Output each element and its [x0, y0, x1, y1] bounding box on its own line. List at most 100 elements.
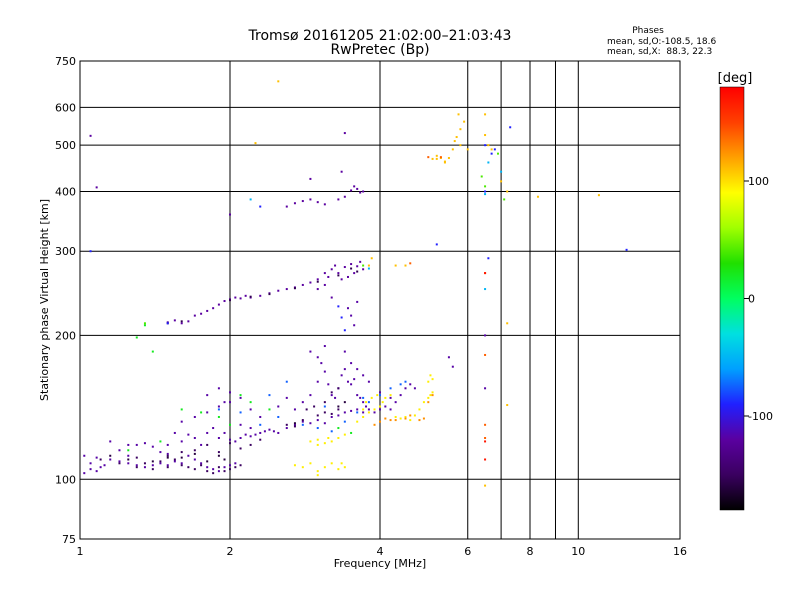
data-point	[239, 447, 242, 450]
data-point	[234, 466, 237, 469]
data-point	[503, 198, 506, 201]
data-point	[337, 272, 340, 275]
data-point	[293, 287, 296, 290]
data-point	[316, 278, 319, 281]
data-point	[350, 362, 353, 365]
data-point	[350, 267, 353, 270]
data-point	[484, 113, 487, 116]
data-point	[217, 451, 220, 454]
y-tick-label: 75	[62, 533, 76, 546]
data-point	[500, 170, 503, 173]
data-point	[370, 396, 373, 399]
data-point	[193, 458, 196, 461]
data-point	[89, 134, 92, 137]
y-tick-label: 200	[55, 329, 76, 342]
data-point	[249, 295, 252, 298]
data-point	[429, 394, 432, 397]
data-point	[244, 294, 247, 297]
data-point	[484, 185, 487, 188]
data-point	[83, 472, 86, 475]
data-point	[346, 380, 349, 383]
data-point	[346, 307, 349, 310]
data-point	[316, 201, 319, 204]
data-point	[83, 454, 86, 457]
data-point	[316, 414, 319, 417]
data-point	[330, 412, 333, 415]
data-point	[340, 316, 343, 319]
data-point	[409, 414, 412, 417]
data-point	[337, 274, 340, 277]
colorbar-gradient	[719, 86, 745, 511]
data-point	[316, 288, 319, 291]
data-point	[356, 300, 359, 303]
data-point	[193, 415, 196, 418]
data-point	[484, 288, 487, 291]
data-point	[301, 466, 304, 469]
data-point	[484, 144, 487, 147]
data-point	[359, 191, 362, 194]
data-point	[384, 396, 387, 399]
data-point	[249, 427, 252, 430]
data-point	[427, 380, 430, 383]
data-point	[409, 383, 412, 386]
data-point	[379, 394, 381, 397]
y-axis-label: Stationary phase Virtual Height [km]	[38, 199, 51, 401]
x-tick-label: 16	[673, 545, 687, 558]
data-point	[431, 157, 434, 160]
data-point	[435, 157, 438, 160]
data-point	[89, 462, 92, 465]
data-point	[323, 442, 326, 445]
x-tick-label: 10	[571, 545, 585, 558]
data-point	[459, 128, 462, 131]
data-point	[362, 264, 365, 267]
data-point	[447, 356, 450, 359]
data-point	[365, 405, 368, 408]
data-point	[389, 419, 392, 422]
data-point	[166, 443, 169, 446]
data-point	[263, 430, 266, 433]
data-point	[254, 142, 257, 145]
data-point	[143, 322, 146, 325]
data-point	[337, 408, 340, 411]
data-point	[487, 144, 490, 147]
data-point	[327, 275, 330, 278]
data-point	[200, 443, 203, 446]
data-point	[356, 411, 359, 414]
data-point	[362, 401, 365, 404]
data-point	[249, 443, 252, 446]
data-point	[350, 189, 353, 192]
data-point	[259, 431, 262, 434]
data-point	[229, 464, 231, 467]
data-point	[166, 322, 169, 325]
colorbar-tick-label: 0	[748, 293, 755, 306]
data-point	[99, 458, 102, 461]
data-point	[484, 353, 487, 356]
data-point	[404, 387, 407, 390]
data-point	[484, 193, 487, 196]
data-point	[379, 408, 381, 411]
data-point	[173, 431, 176, 434]
data-point	[356, 394, 359, 397]
data-point	[285, 288, 288, 291]
data-point	[217, 387, 220, 390]
data-point	[249, 401, 252, 404]
colorbar: [deg] 100 0 -100	[718, 71, 773, 511]
data-point	[206, 309, 209, 312]
data-point	[362, 268, 365, 271]
data-point	[320, 362, 323, 365]
data-point	[316, 356, 319, 359]
data-point	[95, 186, 98, 189]
data-point	[268, 394, 271, 397]
data-point	[327, 383, 330, 386]
data-point	[293, 422, 296, 425]
data-point	[173, 458, 176, 461]
data-point	[323, 370, 326, 373]
data-point	[193, 468, 196, 471]
data-point	[422, 401, 425, 404]
data-point	[173, 460, 176, 463]
data-point	[431, 391, 434, 394]
data-point	[151, 460, 154, 463]
data-point	[187, 320, 190, 323]
data-point	[180, 456, 183, 459]
data-point	[301, 283, 304, 286]
